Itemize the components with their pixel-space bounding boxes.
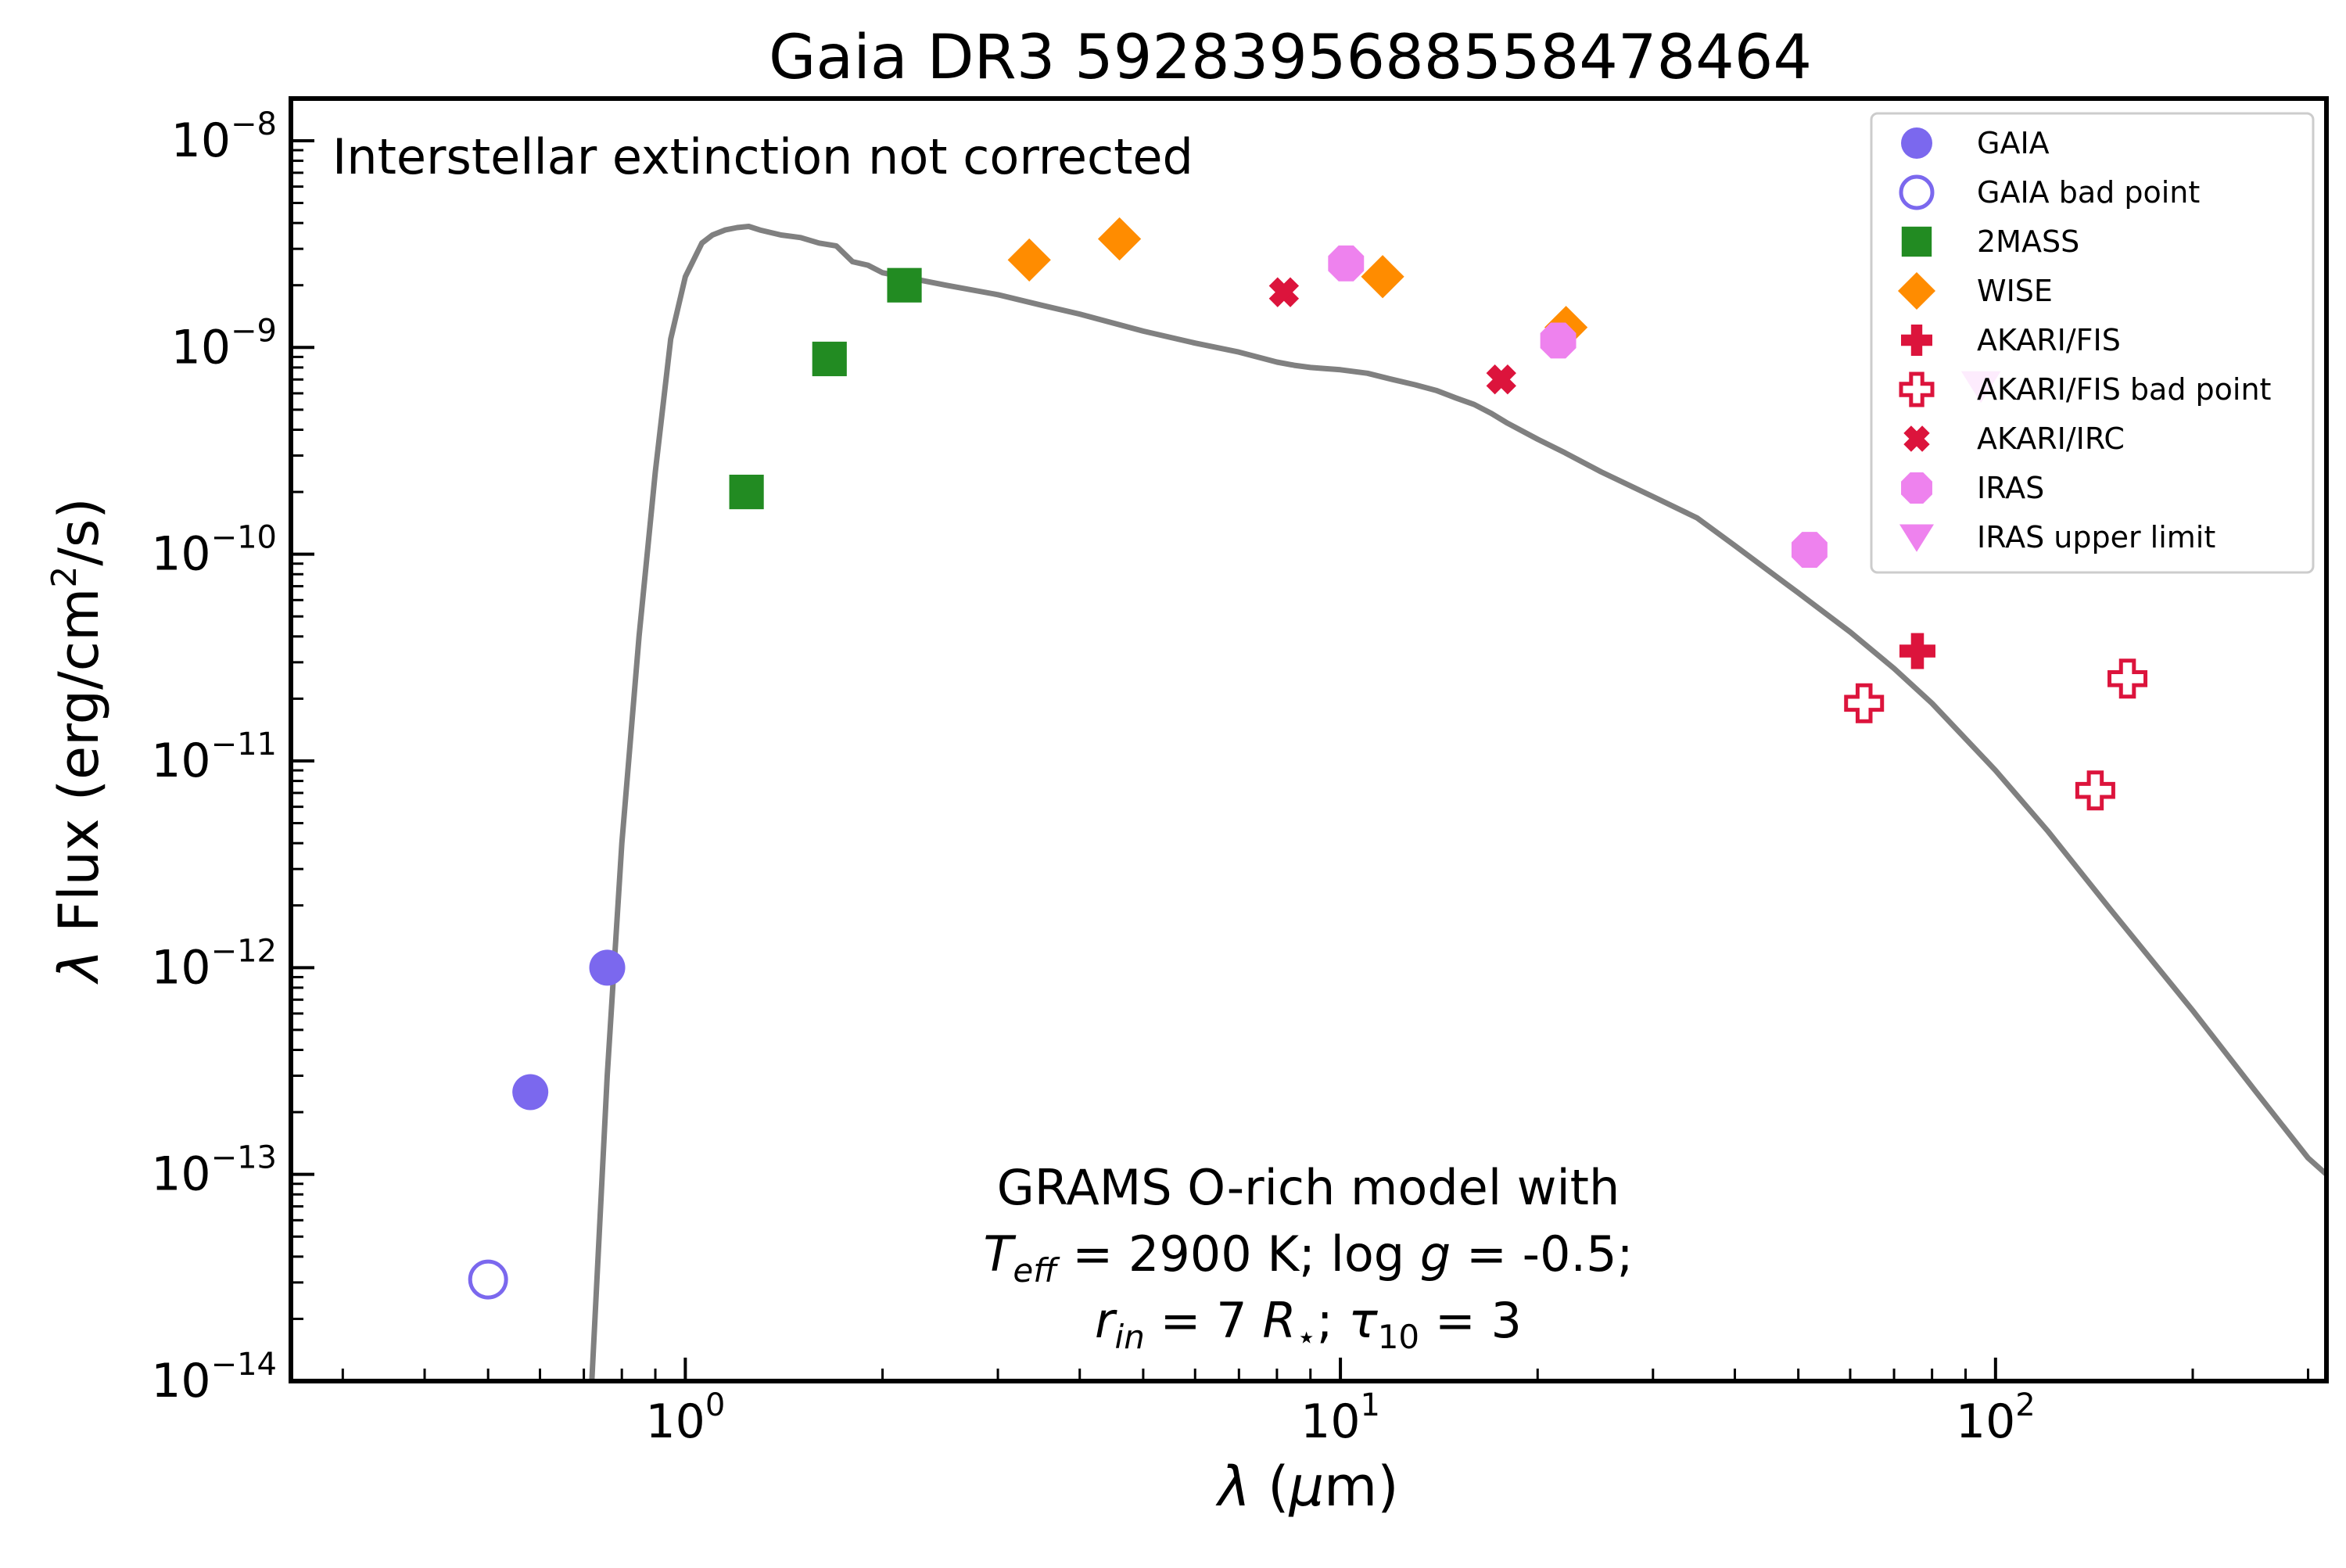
legend-entry-akari-fis-bad-point: AKARI/FIS bad point bbox=[1899, 371, 2271, 407]
legend-entry-akari-irc: AKARI/IRC bbox=[1903, 422, 2125, 456]
legend-marker-gaia-bad-point bbox=[1899, 174, 1935, 210]
series-gaia-bad-point bbox=[468, 1259, 508, 1300]
legend-entry-iras-upper-limit: IRAS upper limit bbox=[1899, 520, 2215, 554]
y-tick-label: 10−8 bbox=[171, 106, 277, 168]
legend-entry-gaia-bad-point: GAIA bad point bbox=[1899, 174, 2200, 210]
series-iras bbox=[1328, 245, 1828, 568]
y-tick-label: 10−14 bbox=[151, 1347, 277, 1408]
legend-marker-akari-fis bbox=[1901, 325, 1932, 356]
series-akari-fis bbox=[1899, 633, 1935, 669]
point-wise-2 bbox=[1361, 255, 1404, 299]
point-akari-fis-bad-point-1 bbox=[2075, 770, 2115, 811]
chart-title: Gaia DR3 5928395688558478464 bbox=[769, 23, 1812, 93]
legend-box bbox=[1870, 112, 2315, 574]
x-axis-label: λ (μm) bbox=[1214, 1455, 1398, 1519]
model-line-2: Teff = 2900 K; log g = -0.5; bbox=[984, 1225, 1634, 1290]
x-tick-label: 100 bbox=[645, 1387, 725, 1449]
model-description: GRAMS O-rich model with Teff = 2900 K; l… bbox=[984, 1159, 1634, 1356]
series-akari-irc bbox=[1268, 277, 1516, 395]
model-line-1: GRAMS O-rich model with bbox=[997, 1159, 1620, 1216]
data-points-layer bbox=[468, 217, 2148, 1300]
legend-label: 2MASS bbox=[1977, 224, 2079, 259]
series-akari-fis-bad-point bbox=[1844, 658, 2148, 811]
legend-entry-akari-fis: AKARI/FIS bbox=[1901, 323, 2121, 357]
model-line-3: rin = 7 R⋆; τ10 = 3 bbox=[1095, 1292, 1522, 1356]
point-akari-irc-1 bbox=[1486, 364, 1516, 395]
series-2mass bbox=[729, 267, 922, 510]
legend-label: IRAS bbox=[1977, 471, 2044, 505]
point-akari-fis-bad-point-2 bbox=[2107, 658, 2148, 699]
point-gaia-1 bbox=[589, 949, 626, 986]
point-wise-1 bbox=[1097, 217, 1142, 261]
legend-label: WISE bbox=[1977, 274, 2053, 308]
legend-label: GAIA bad point bbox=[1977, 175, 2200, 210]
y-axis-label: λ Flux (erg/cm2/s) bbox=[45, 497, 111, 985]
point-wise-0 bbox=[1007, 238, 1051, 282]
legend-label: IRAS upper limit bbox=[1977, 520, 2215, 554]
x-ticks-layer: 100 101 102 bbox=[341, 1358, 2310, 1449]
point-iras-1 bbox=[1540, 322, 1577, 359]
legend-marker-akari-irc bbox=[1903, 425, 1930, 452]
legend-entry-wise: WISE bbox=[1898, 272, 2053, 310]
series-gaia bbox=[512, 949, 626, 1111]
y-tick-label: 10−13 bbox=[151, 1140, 277, 1202]
legend-marker-iras bbox=[1901, 472, 1932, 504]
point-akari-fis-bad-point-0 bbox=[1844, 683, 1885, 723]
legend-marker-iras-upper-limit bbox=[1899, 524, 1934, 552]
legend-marker-akari-fis-bad-point bbox=[1899, 371, 1935, 407]
model-sed-curve bbox=[589, 224, 2329, 1382]
point-2mass-1 bbox=[812, 341, 847, 377]
legend-entry-iras: IRAS bbox=[1901, 471, 2044, 505]
point-2mass-2 bbox=[887, 267, 922, 303]
legend-label: AKARI/FIS bbox=[1977, 323, 2121, 357]
point-akari-fis-0 bbox=[1899, 633, 1935, 669]
y-tick-label: 10−12 bbox=[151, 933, 277, 995]
legend-label: AKARI/IRC bbox=[1977, 422, 2125, 456]
legend-label: GAIA bbox=[1977, 126, 2050, 160]
model-curve-layer bbox=[589, 224, 2329, 1382]
x-tick-label: 102 bbox=[1956, 1387, 2036, 1449]
extinction-note: Interstellar extinction not corrected bbox=[332, 128, 1193, 185]
y-ticks-layer: 10−8 10−9 10−10 10−11 10−12 10−13 10−14 bbox=[151, 106, 314, 1408]
point-iras-0 bbox=[1328, 245, 1365, 282]
point-akari-irc-0 bbox=[1268, 277, 1300, 307]
y-tick-label: 10−10 bbox=[151, 520, 277, 582]
point-iras-2 bbox=[1791, 532, 1828, 568]
legend-marker-gaia bbox=[1901, 127, 1932, 159]
point-gaia-bad-point-0 bbox=[468, 1259, 508, 1300]
point-2mass-0 bbox=[729, 474, 764, 510]
point-gaia-0 bbox=[512, 1074, 549, 1111]
x-tick-label: 101 bbox=[1300, 1387, 1380, 1449]
legend-marker-2mass bbox=[1901, 226, 1932, 257]
legend: GAIA GAIA bad point 2MASS WISE AKARI/FIS AKAR… bbox=[1870, 112, 2315, 574]
plot-frame bbox=[289, 96, 2329, 1383]
legend-marker-wise bbox=[1898, 272, 1935, 310]
y-tick-label: 10−11 bbox=[151, 727, 277, 788]
legend-entry-2mass: 2MASS bbox=[1901, 224, 2079, 259]
legend-label: AKARI/FIS bad point bbox=[1977, 372, 2271, 407]
legend-entry-gaia: GAIA bbox=[1901, 126, 2050, 160]
y-tick-label: 10−9 bbox=[171, 313, 277, 375]
series-wise bbox=[1007, 217, 1588, 350]
